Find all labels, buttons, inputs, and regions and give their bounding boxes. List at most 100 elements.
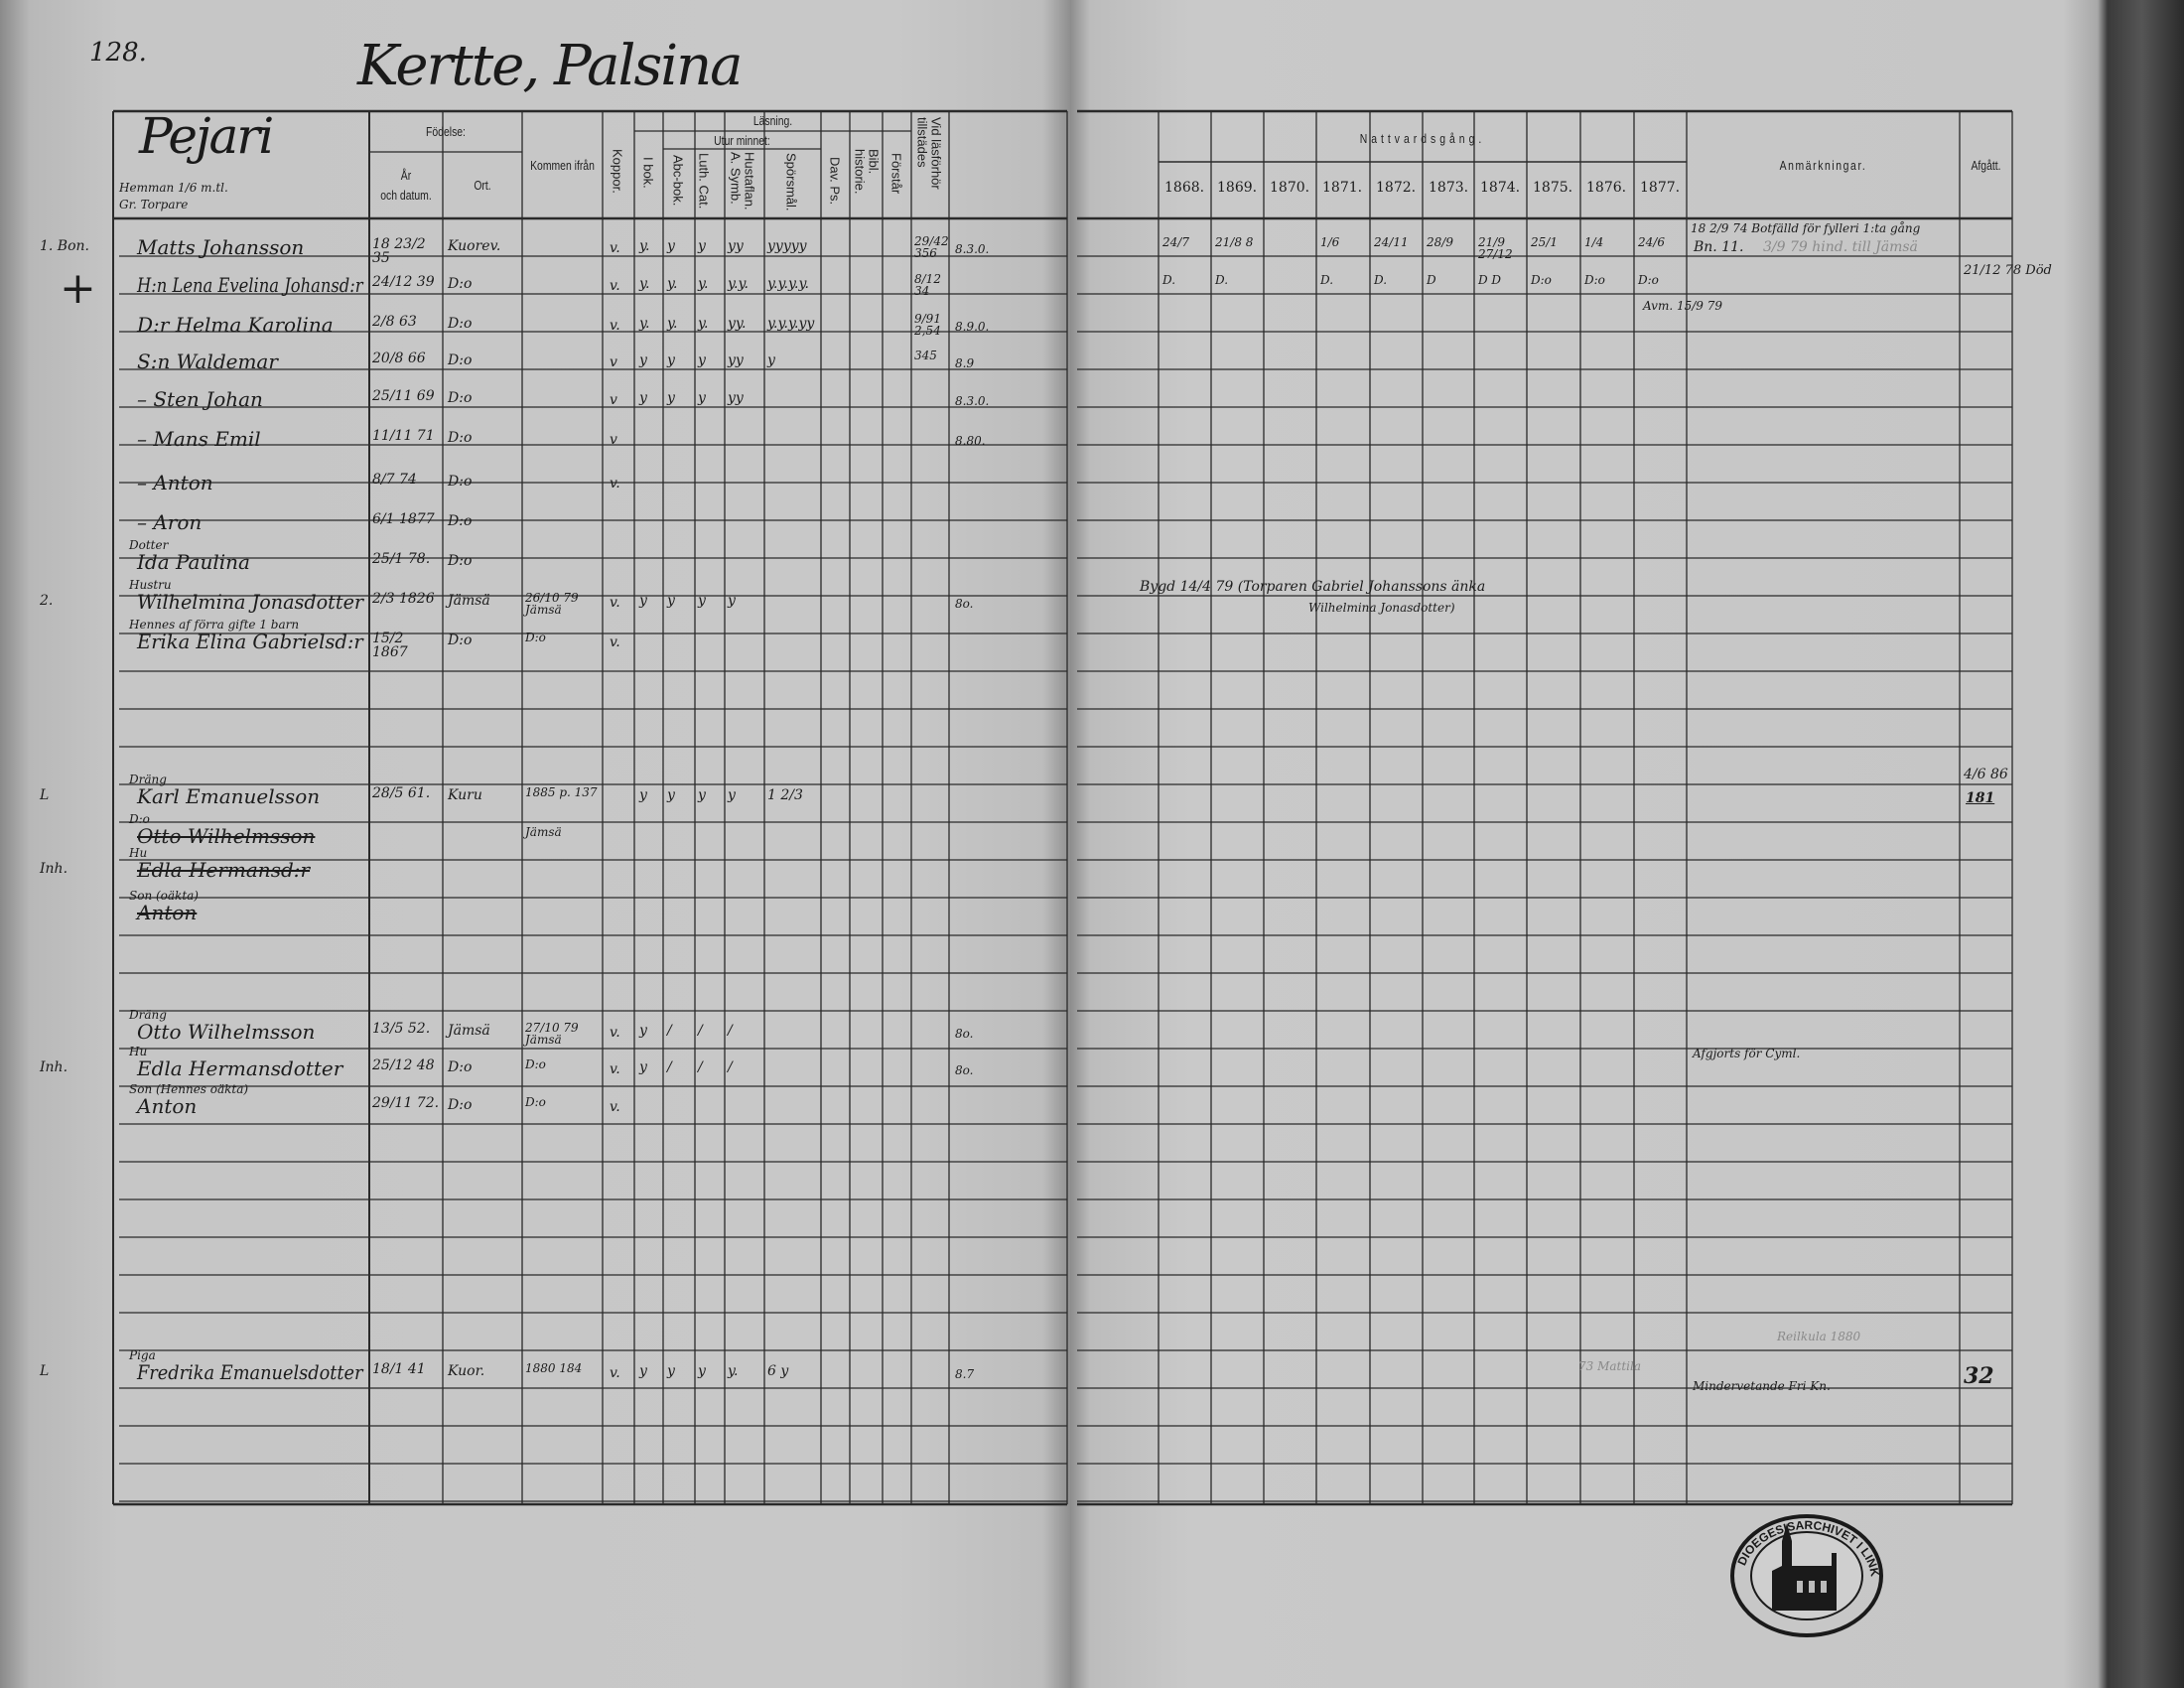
- bibl-header: Bibl. historie.: [852, 149, 882, 195]
- entry-name: Karl Emanuelsson: [137, 784, 321, 808]
- entry-birth-place: Kuru: [448, 787, 482, 803]
- entry-birth-date: 25/12 48: [372, 1057, 435, 1073]
- entry-name: S:n Waldemar: [137, 350, 278, 373]
- entry-reading-mark: y: [667, 238, 675, 254]
- entry-reading-mark: /: [728, 1059, 733, 1075]
- entry-note: 8.9.0.: [955, 320, 990, 334]
- margin-mark: Inh.: [40, 861, 68, 877]
- entry-role: Hu: [129, 1045, 148, 1058]
- entry-reading-mark: y: [698, 352, 706, 368]
- remark-bygd: Bygd 14/4 79 (Torparen Gabriel Johansson…: [1140, 579, 1486, 595]
- entry-reading-mark: y: [728, 593, 736, 609]
- remark-reilkula: Reilkula 1880: [1777, 1330, 1861, 1343]
- entry-birth-place: Jämsä: [448, 1023, 490, 1039]
- entry-reading-mark: y: [728, 787, 736, 803]
- entry-reading-mark: y: [667, 593, 675, 609]
- left-page: [0, 0, 1070, 1688]
- entry-reading-mark: y: [698, 1363, 706, 1379]
- ar-header: År: [400, 168, 412, 183]
- year-header: 1876.: [1586, 180, 1627, 196]
- abc-header: Abc-bok.: [670, 155, 686, 207]
- entry-name: – Anton: [137, 471, 213, 494]
- communion-entry: 28/9: [1427, 235, 1453, 249]
- entry-reading-mark: /: [698, 1059, 703, 1075]
- entry-name: – Mans Emil: [137, 427, 261, 451]
- entry-reading-mark: yy: [728, 352, 744, 368]
- entry-reading-mark: y.: [667, 276, 678, 292]
- entry-koppor: v.: [610, 278, 620, 294]
- entry-note: 8.9: [955, 356, 975, 370]
- church-icon: [1772, 1523, 1837, 1611]
- entry-role: D:o: [129, 812, 150, 826]
- remark-cyml: Afgjorts för Cyml.: [1693, 1047, 1801, 1060]
- entry-note: 8o.: [955, 1063, 974, 1077]
- entry-reading-mark: y: [639, 1059, 647, 1075]
- entry-reading-mark: y: [667, 390, 675, 406]
- entry-name: Otto Wilhelmsson: [137, 1020, 316, 1044]
- entry-koppor: v.: [610, 1061, 620, 1077]
- entry-koppor: v.: [610, 634, 620, 650]
- holding-sub-label: Gr. Torpare: [119, 198, 189, 211]
- entry-reading-mark: 6 y: [767, 1363, 789, 1379]
- koppor-header: Koppor.: [610, 149, 625, 194]
- holding-label: Hemman 1/6 m.tl.: [119, 181, 228, 195]
- entry-role: Hennes af förra gifte 1 barn: [129, 618, 300, 632]
- entry-birth-date: 25/11 69: [372, 388, 435, 404]
- communion-entry: D:o: [1584, 273, 1605, 287]
- year-header: 1873.: [1429, 180, 1469, 196]
- entry-birth-place: D:o: [448, 553, 473, 569]
- remark-botfalld: 18 2/9 74 Botfälld för fylleri 1:ta gång: [1691, 221, 1921, 235]
- entry-birth-place: Kuorev.: [448, 238, 501, 254]
- entry-came-from: 1885 p. 137: [525, 785, 598, 799]
- entry-birth-place: D:o: [448, 430, 473, 446]
- entry-birth-place: D:o: [448, 1097, 473, 1113]
- page-title: Kertte, Palsina: [357, 34, 744, 98]
- utur-minnet-header: Utur minnet:: [714, 133, 770, 148]
- entry-reading-mark: /: [698, 1023, 703, 1039]
- entry-note: 8o.: [955, 597, 974, 611]
- communion-entry: 1/4: [1584, 235, 1604, 249]
- entry-reading-mark: yy.: [728, 316, 747, 332]
- communion-entry: 25/1: [1531, 235, 1558, 249]
- entry-reading-mark: y: [639, 390, 647, 406]
- entry-note: 8.80.: [955, 434, 986, 448]
- entry-came-from: D:o: [525, 1095, 546, 1109]
- margin-mark: +: [60, 263, 96, 314]
- communion-entry: D: [1427, 273, 1436, 287]
- entry-birth-date: 8/7 74: [372, 472, 417, 488]
- communion-entry: D.: [1320, 273, 1334, 287]
- fodelse-header: Födelse:: [426, 124, 466, 139]
- entry-reading-mark: y.: [667, 316, 678, 332]
- archive-stamp: DIOEGESISARCHIVET I LINKÖPING: [1727, 1511, 1883, 1637]
- entry-birth-date: 28/5 61.: [372, 785, 431, 801]
- entry-role: Dräng: [129, 1008, 167, 1022]
- entry-birth-date: 25/1 78.: [372, 551, 431, 567]
- entry-birth-place: D:o: [448, 1059, 473, 1075]
- dav-header: Dav. Ps.: [827, 157, 843, 206]
- entry-reading-mark: /: [667, 1023, 672, 1039]
- entry-koppor: v.: [610, 595, 620, 611]
- communion-entry: D:o: [1531, 273, 1552, 287]
- page-number: 128.: [89, 38, 147, 68]
- entry-birth-date: 2/3 1826: [372, 591, 435, 607]
- entry-came-from: 26/10 79 Jämsä: [525, 591, 579, 617]
- i-bok-header: I bok.: [640, 157, 656, 189]
- entry-reading-mark: 1 2/3: [767, 787, 803, 803]
- entry-reading-mark: y.: [639, 316, 650, 332]
- entry-reading-mark: y: [639, 352, 647, 368]
- entry-name: Wilhelmina Jonasdotter: [137, 590, 364, 614]
- entry-birth-place: Jämsä: [448, 593, 490, 609]
- entry-role: Son (Hennes oäkta): [129, 1082, 249, 1096]
- entry-birth-date: 13/5 52.: [372, 1021, 431, 1037]
- entry-birth-place: D:o: [448, 276, 473, 292]
- entry-name: H:n Lena Evelina Johansd:r: [137, 273, 363, 297]
- entry-reading-mark: y: [639, 1363, 647, 1379]
- entry-birth-date: 11/11 71: [372, 428, 435, 444]
- entry-reading-mark: y: [667, 1363, 675, 1379]
- kommen-header: Kommen ifrån: [530, 158, 595, 173]
- remark-hind: 3/9 79 hind. till Jämsä: [1763, 239, 1918, 255]
- entry-note: 8.7: [955, 1367, 975, 1381]
- entry-koppor: v.: [610, 476, 620, 492]
- entry-reading-mark: y.: [639, 238, 650, 254]
- margin-mark: L: [40, 1363, 50, 1379]
